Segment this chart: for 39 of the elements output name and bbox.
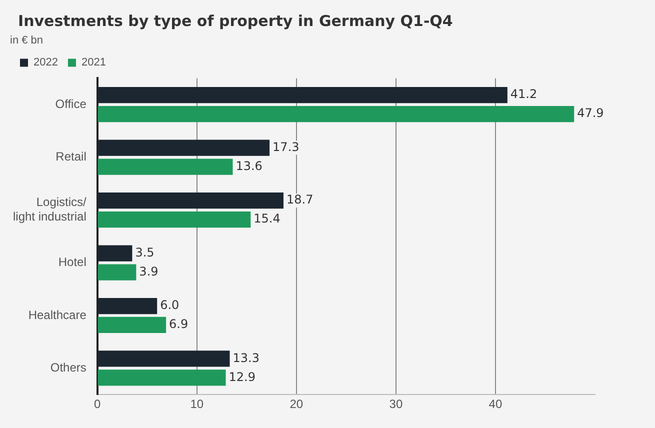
data-label: 15.4	[254, 212, 280, 226]
bar	[98, 245, 132, 262]
legend-label: 2021	[81, 56, 106, 69]
data-label: 6.0	[160, 298, 180, 312]
bar	[98, 298, 158, 314]
chart-title: Investments by type of property in Germany Q1-Q4	[17, 11, 454, 30]
bar	[98, 211, 251, 228]
data-label: 3.9	[139, 264, 158, 278]
bar	[98, 192, 284, 209]
bar	[98, 264, 136, 280]
data-label: 41.2	[510, 87, 538, 102]
data-label: 12.9	[228, 370, 256, 384]
data-label: 6.9	[169, 317, 188, 332]
y-tick-label: Logistics/ light industrial	[12, 195, 88, 224]
y-tick-label: Others	[50, 360, 86, 375]
x-tick-label: 20	[290, 397, 304, 412]
data-label: 47.9	[577, 106, 604, 120]
bar	[98, 140, 270, 156]
x-tick-label: 10	[190, 397, 204, 412]
data-label: 18.7	[286, 192, 314, 207]
data-label: 13.3	[232, 350, 260, 365]
y-tick-label: Office	[55, 96, 87, 111]
data-label: 13.6	[236, 158, 262, 173]
bar	[98, 370, 226, 386]
x-tick-label: 0	[94, 397, 102, 412]
bar	[98, 87, 508, 104]
chart-subtitle: in € bn	[10, 34, 44, 47]
legend-label: 2022	[34, 56, 58, 69]
bar	[98, 350, 230, 367]
bar	[98, 316, 166, 334]
bar	[98, 106, 574, 122]
data-label: 17.3	[272, 140, 300, 154]
data-label: 3.5	[135, 245, 154, 260]
y-tick-label: Healthcare	[28, 308, 87, 322]
bar	[98, 158, 233, 175]
x-tick-label: 30	[389, 397, 403, 412]
y-tick-label: Hotel	[58, 255, 86, 270]
y-tick-label: Retail	[56, 150, 86, 164]
x-tick-label: 40	[488, 397, 502, 412]
